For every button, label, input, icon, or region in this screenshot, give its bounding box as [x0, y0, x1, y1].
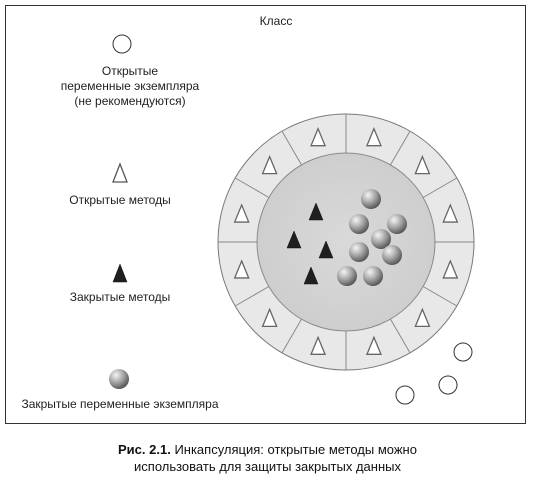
caption-line1: Рис. 2.1. Инкапсуляция: открытые методы …: [0, 441, 535, 458]
ring-divider: [390, 318, 411, 354]
public-method-icon: [233, 203, 250, 223]
public-method-icon: [310, 126, 327, 147]
legend-public-variables-line3: (не рекомендуются): [74, 94, 186, 108]
private-variable-sphere: [337, 266, 357, 286]
private-variable-sphere: [382, 245, 402, 265]
private-method-icon: [303, 266, 319, 285]
ring-divider: [422, 177, 458, 198]
legend-public-variables-line1: Открытые: [101, 64, 159, 78]
ring-divider: [422, 286, 458, 307]
legend-public-variable-icon: [112, 34, 132, 54]
legend-public-method-icon: [112, 162, 128, 183]
private-variable-sphere: [387, 214, 407, 234]
private-variable-sphere: [363, 266, 383, 286]
figure-number: Рис. 2.1.: [118, 442, 171, 457]
public-variable-circles: [395, 342, 473, 405]
ring-divider: [281, 318, 302, 354]
private-method-icon: [286, 230, 302, 249]
private-method-icon: [318, 240, 334, 259]
public-method-icon: [442, 203, 459, 223]
public-method-icon: [414, 154, 431, 175]
public-method-icon: [261, 307, 278, 328]
public-variable-circle: [438, 375, 458, 395]
private-variable-sphere: [349, 242, 369, 262]
public-method-icon: [233, 259, 250, 279]
private-method-triangles: [286, 202, 334, 285]
public-method-icon: [442, 259, 459, 279]
public-variable-circle: [453, 342, 473, 362]
public-method-icon: [310, 335, 327, 355]
class-label: Класс: [259, 14, 293, 28]
private-variable-sphere: [349, 214, 369, 234]
private-variable-spheres: [337, 189, 407, 286]
public-method-icon: [365, 335, 382, 355]
legend-public-variables-label: Открытые переменные экземпляра (не реком…: [40, 64, 220, 109]
ring-divider: [390, 130, 411, 166]
class-frame: [5, 5, 526, 424]
caption-line1-text: Инкапсуляция: открытые методы можно: [170, 442, 417, 457]
ring-divider: [281, 130, 302, 166]
legend-private-variables-label: Закрытые переменные экземпляра: [21, 397, 219, 411]
private-variable-sphere: [371, 229, 391, 249]
public-method-triangles: [233, 126, 459, 355]
public-method-icon: [261, 154, 278, 175]
ring-dividers: [218, 114, 474, 370]
legend-public-methods-label: Открытые методы: [69, 193, 171, 207]
private-core: [256, 152, 436, 332]
public-method-icon: [414, 307, 431, 328]
public-variable-circle: [395, 385, 415, 405]
legend-private-methods-label: Закрытые методы: [69, 290, 171, 304]
legend-public-variables-line2: переменные экземпляра: [60, 79, 200, 93]
legend-private-variable-icon: [109, 369, 129, 389]
public-method-icon: [365, 126, 382, 147]
private-method-icon: [308, 202, 324, 221]
caption-line2: использовать для защиты закрытых данных: [134, 459, 401, 474]
ring-divider: [234, 177, 270, 198]
legend-private-method-icon: [112, 263, 128, 283]
figure-caption: Рис. 2.1. Инкапсуляция: открытые методы …: [0, 441, 535, 475]
ring-divider: [234, 286, 270, 307]
private-variable-sphere: [361, 189, 381, 209]
